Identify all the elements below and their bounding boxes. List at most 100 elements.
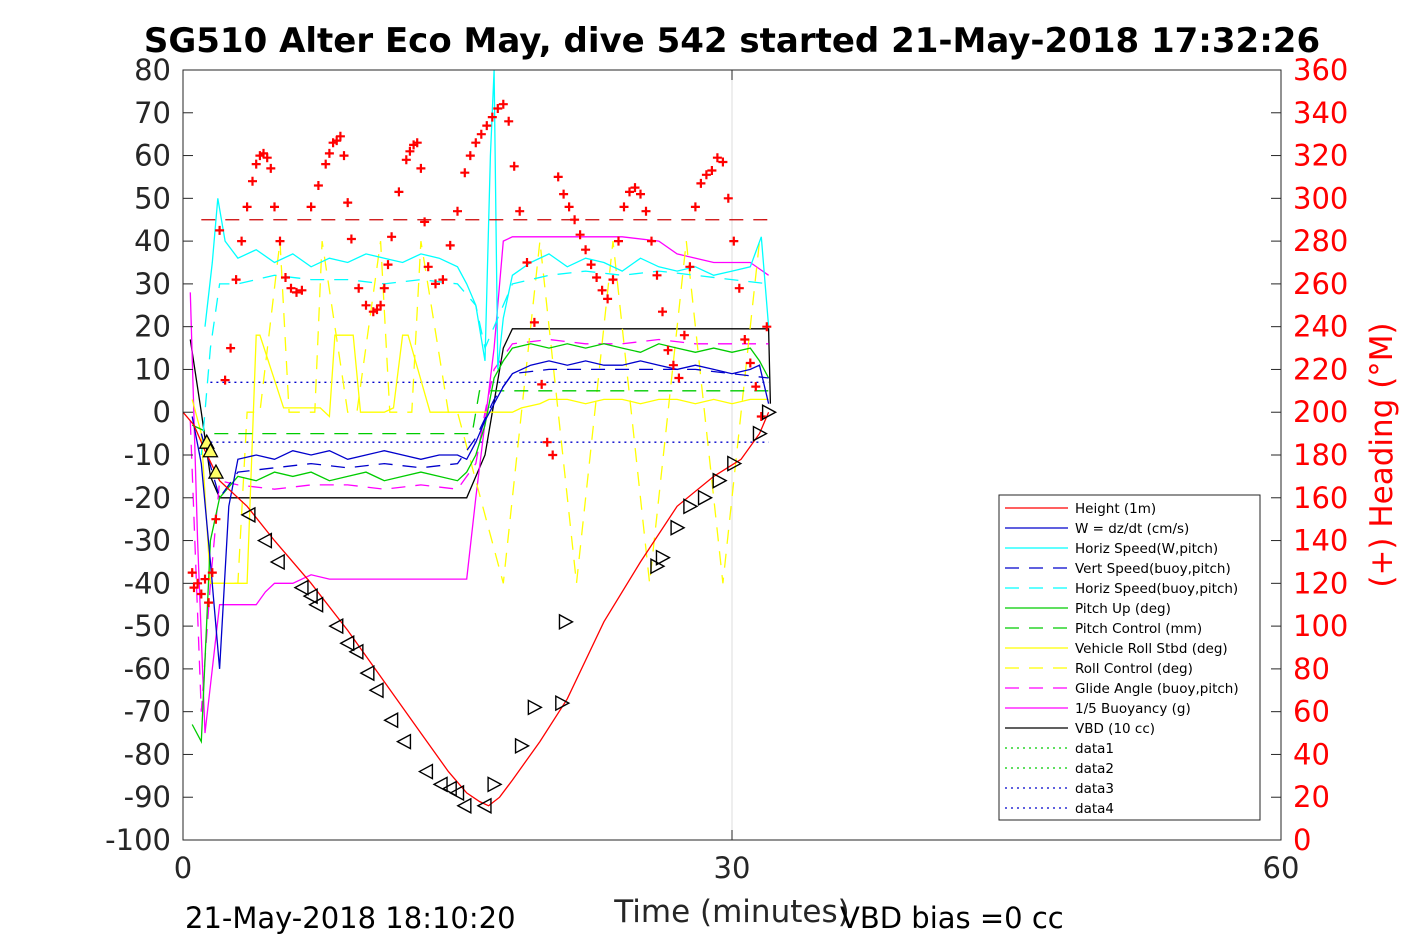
y-tick-label: 70 — [134, 96, 171, 130]
heading-point — [674, 373, 684, 383]
heading-point — [701, 170, 711, 180]
legend-label: Horiz Speed(buoy,pitch) — [1075, 581, 1238, 597]
heading-point — [529, 317, 539, 327]
heading-point — [226, 343, 236, 353]
heading-point — [482, 121, 492, 131]
heading-point — [668, 360, 678, 370]
heading-point — [401, 155, 411, 165]
right-y-tick-label: 160 — [1293, 481, 1348, 515]
heading-point — [707, 166, 717, 175]
heading-point — [394, 187, 404, 197]
heading-point — [405, 146, 415, 156]
series-line-2 — [204, 69, 770, 370]
heading-point — [376, 300, 386, 310]
dive-marker — [449, 784, 465, 802]
heading-point — [740, 335, 750, 344]
dive-marker — [476, 797, 492, 814]
heading-point — [231, 275, 241, 285]
dive-marker — [727, 455, 743, 472]
heading-point — [652, 270, 662, 280]
heading-point — [324, 148, 334, 158]
dive-marker — [269, 553, 285, 571]
dive-marker — [293, 579, 309, 596]
legend-label: VBD (10 cc) — [1075, 721, 1155, 737]
dive-marker — [328, 617, 344, 635]
heading-point — [504, 116, 514, 126]
heading-point — [614, 236, 623, 246]
y-tick-label: -70 — [124, 695, 171, 729]
x-tick-label: 0 — [174, 851, 192, 885]
heading-point — [361, 300, 371, 310]
heading-point — [641, 206, 651, 216]
y-tick-label: 30 — [134, 267, 171, 301]
right-y-axis-label: (+) Heading (°M) — [1364, 322, 1400, 587]
heading-point — [679, 330, 689, 340]
heading-point — [211, 514, 221, 524]
dive-marker — [395, 733, 412, 750]
x-axis-label: Time (minutes) — [613, 894, 849, 930]
heading-point — [297, 285, 307, 295]
right-y-tick-label: 40 — [1293, 737, 1330, 771]
y-tick-label: -30 — [124, 524, 171, 558]
heading-point — [723, 193, 733, 203]
legend-label: Height (1m) — [1075, 501, 1156, 517]
y-tick-label: -60 — [124, 652, 171, 686]
series-line-5 — [191, 343, 770, 745]
x-tick-label: 60 — [1263, 851, 1300, 885]
right-y-tick-label: 200 — [1293, 395, 1348, 429]
heading-point — [266, 163, 276, 173]
dive-marker — [417, 763, 434, 780]
heading-point — [603, 294, 613, 304]
right-y-tick-label: 340 — [1293, 96, 1348, 130]
legend-label: data2 — [1075, 761, 1114, 777]
heading-point — [313, 181, 323, 190]
heading-point — [619, 202, 629, 212]
dive-marker — [683, 498, 699, 515]
dive-marker — [202, 442, 219, 458]
heading-point — [270, 202, 279, 212]
heading-point — [548, 450, 558, 460]
heading-point — [346, 234, 356, 244]
heading-point — [718, 157, 728, 167]
heading-layer — [187, 99, 772, 608]
dive-marker — [752, 425, 768, 442]
heading-point — [564, 202, 574, 212]
series-line-0 — [182, 411, 770, 807]
heading-point — [383, 260, 393, 270]
series-line-10 — [189, 236, 769, 734]
heading-point — [522, 258, 532, 267]
right-y-tick-label: 300 — [1293, 181, 1348, 215]
dive-marker — [670, 519, 686, 536]
heading-point — [343, 198, 353, 208]
y-tick-label: 80 — [134, 53, 171, 87]
legend-box — [998, 494, 1261, 821]
y-tick-label: -90 — [124, 780, 171, 814]
heading-point — [379, 283, 389, 293]
heading-point — [608, 275, 618, 285]
dive-marker — [761, 404, 778, 421]
heading-point — [559, 189, 569, 199]
legend-label: Horiz Speed(W,pitch) — [1075, 541, 1218, 557]
series-line-6 — [191, 390, 769, 435]
right-y-tick-label: 280 — [1293, 224, 1348, 258]
y-tick-label: -40 — [124, 566, 171, 600]
dive-marker — [697, 489, 714, 506]
ticks-layer: 0 30 6080706050403020100-10-20-30-40-50-60… — [105, 53, 1348, 885]
heading-point — [204, 598, 214, 608]
heading-point — [734, 283, 744, 293]
dive-marker — [207, 463, 225, 479]
heading-point — [423, 262, 433, 272]
legend-label: W = dz/dt (cm/s) — [1075, 521, 1189, 537]
heading-point — [476, 129, 486, 139]
y-tick-label: 50 — [134, 181, 171, 215]
heading-point — [712, 153, 722, 163]
legend-label: Roll Control (deg) — [1075, 661, 1193, 677]
footer-vbd-bias: VBD bias =0 cc — [840, 901, 1064, 935]
y-tick-label: 20 — [134, 310, 171, 344]
dive-marker — [302, 587, 318, 605]
heading-point — [493, 104, 503, 113]
legend: Height (1m) W = dz/dt (cm/s) Horiz Speed(W… — [998, 494, 1261, 821]
heading-point — [193, 578, 203, 588]
heading-point — [745, 358, 755, 368]
dive-marker — [308, 596, 324, 613]
